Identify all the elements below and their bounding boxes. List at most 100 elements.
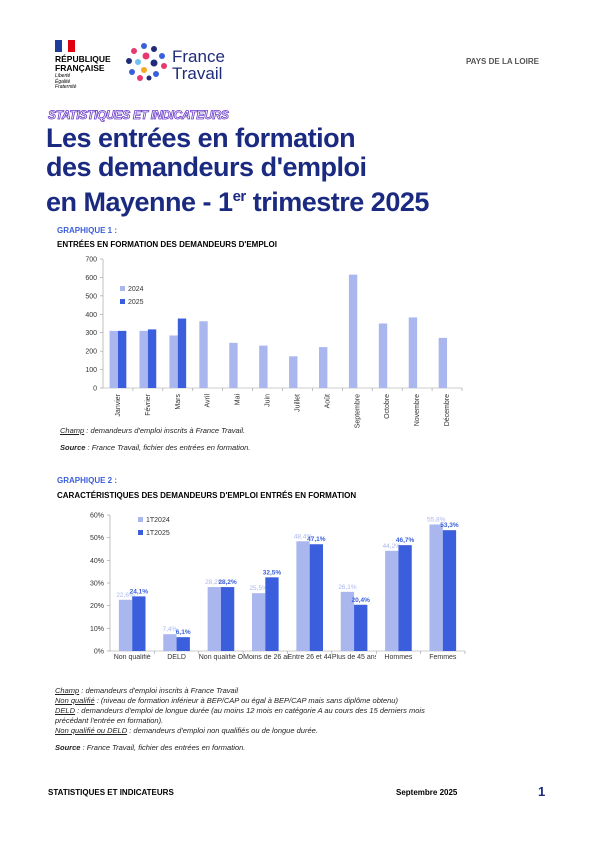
legend-swatch [120, 299, 125, 304]
title-sup: er [232, 188, 247, 205]
y-tick-label: 500 [85, 293, 97, 300]
bar [296, 541, 310, 651]
note-label: Non qualifié ou DELD [55, 726, 128, 735]
section: STATISTIQUES ET INDICATEURS [48, 108, 230, 123]
bar [265, 577, 279, 651]
bar [139, 330, 148, 388]
x-tick-label: Non qualifié OU DELD [198, 654, 244, 661]
bar [259, 345, 268, 388]
note-text: : France Travail, fichier des entrées en… [85, 443, 251, 452]
x-tick-label: Avril [205, 394, 212, 408]
bar [354, 604, 368, 651]
x-tick-label: Non qualifié [113, 654, 151, 661]
y-tick-label: 60% [90, 513, 104, 520]
value-label: 28,2% [205, 579, 224, 586]
bar [132, 596, 146, 651]
y-tick-label: 400 [85, 312, 97, 319]
note-label: Champ [55, 686, 80, 695]
value-label: 6,1% [176, 629, 191, 636]
y-tick-label: 40% [90, 558, 104, 565]
bar [289, 356, 298, 388]
title: Les entrées en formation des demandeurs … [46, 124, 429, 217]
x-tick-label: Septembre [354, 394, 361, 428]
chart-label: GRAPHIQUE 2 : [57, 476, 118, 485]
x-tick-label: Novembre [414, 394, 421, 426]
page-number: 1 [538, 784, 546, 799]
note-text: : France Travail, fichier des entrées en… [80, 743, 246, 752]
bar [118, 599, 133, 651]
legend-swatch [138, 517, 143, 522]
note-text: : demandeurs d'emploi non qualifiés ou d… [127, 726, 318, 735]
x-tick-label-box: DELD [167, 654, 186, 661]
bar [147, 329, 157, 388]
bar [429, 524, 443, 651]
chart: 0 100 200 300 400 500 600 700 Janvier Février Mars… [85, 257, 463, 428]
bar [199, 321, 208, 388]
note: Non qualifié ou DELD : demandeurs d'empl… [55, 726, 435, 736]
note-label: Source [60, 443, 86, 452]
note-text: : demandeurs d'emploi de longue durée (a… [55, 706, 425, 725]
value-label: 48,4% [294, 533, 313, 540]
value-label: 25,5% [249, 585, 268, 592]
y-tick-label: 0% [94, 649, 104, 656]
note-label: DELD [55, 706, 76, 715]
title-line: Les entrées en formation [46, 123, 356, 153]
notes: Champ : demandeurs d'emploi inscrits à F… [55, 686, 435, 753]
x-tick-label: Janvier [115, 393, 122, 416]
note: Source : France Travail, fichier des ent… [60, 443, 250, 453]
legend-label: 2025 [128, 299, 144, 306]
x-tick-label: Octobre [384, 394, 391, 419]
bar [117, 330, 127, 388]
title-line: en Mayenne - 1er trimestre 2025 [46, 182, 429, 217]
x-tick-label: Juin [265, 394, 272, 407]
bar [378, 323, 388, 388]
note: Non qualifié : (niveau de formation infé… [55, 696, 435, 706]
bar [398, 545, 412, 651]
note: Champ : demandeurs d'emploi inscrits à F… [60, 426, 250, 436]
y-tick-label: 30% [90, 581, 104, 588]
y-tick-label: 100 [85, 367, 97, 374]
x-tick-label: Plus de 45 ans [331, 654, 377, 661]
bar [176, 637, 190, 651]
bar [408, 317, 418, 388]
brand: France Travail [172, 47, 225, 83]
chart-label: GRAPHIQUE 1 : [57, 226, 118, 235]
bar [109, 330, 118, 388]
x-tick-label-box: Plus de 45 ans [331, 654, 377, 661]
chart-title: CARACTÉRISTIQUES DES DEMANDEURS D'EMPLOI… [57, 491, 357, 500]
value-label: 46,7% [396, 537, 415, 544]
note: Source : France Travail, fichier des ent… [55, 743, 435, 753]
note-text: : demandeurs d'emploi inscrits à France … [79, 686, 239, 695]
bar [348, 274, 358, 388]
bar [442, 530, 457, 651]
value-label: 32,5% [263, 569, 282, 576]
bar [229, 342, 238, 388]
title-part: en Mayenne - 1 [46, 187, 233, 217]
x-tick-label-box: Non qualifié OU DELD [198, 654, 244, 661]
note-label: Champ [60, 426, 85, 435]
note-text: : (niveau de formation inférieur à BEP/C… [94, 696, 398, 705]
bar [169, 335, 178, 388]
value-label: 22,6% [116, 592, 135, 599]
bar [220, 587, 235, 651]
bar [318, 347, 328, 388]
value-label: 20,4% [352, 597, 371, 604]
bar [309, 544, 323, 651]
note-text: : demandeurs d'emploi inscrits à France … [84, 426, 246, 435]
x-tick-label: Moins de 26 ans [243, 654, 288, 661]
x-tick-label: Femmes [429, 654, 457, 661]
value-label: 44,2% [383, 543, 402, 550]
title-part: trimestre 2025 [245, 187, 430, 217]
legend-label: 2024 [128, 286, 144, 293]
x-tick-label: Hommes [384, 654, 413, 661]
x-tick-label-box: Hommes [384, 654, 413, 661]
bar [163, 634, 177, 651]
bar [207, 587, 221, 651]
bar [438, 337, 448, 388]
value-label: 24,1% [130, 588, 149, 595]
legend-label: 1T2025 [146, 530, 170, 537]
legend-swatch [138, 530, 143, 535]
y-tick-label: 20% [90, 603, 104, 610]
value-label: 28,2% [218, 579, 237, 586]
x-tick-label: Juillet [294, 394, 301, 412]
